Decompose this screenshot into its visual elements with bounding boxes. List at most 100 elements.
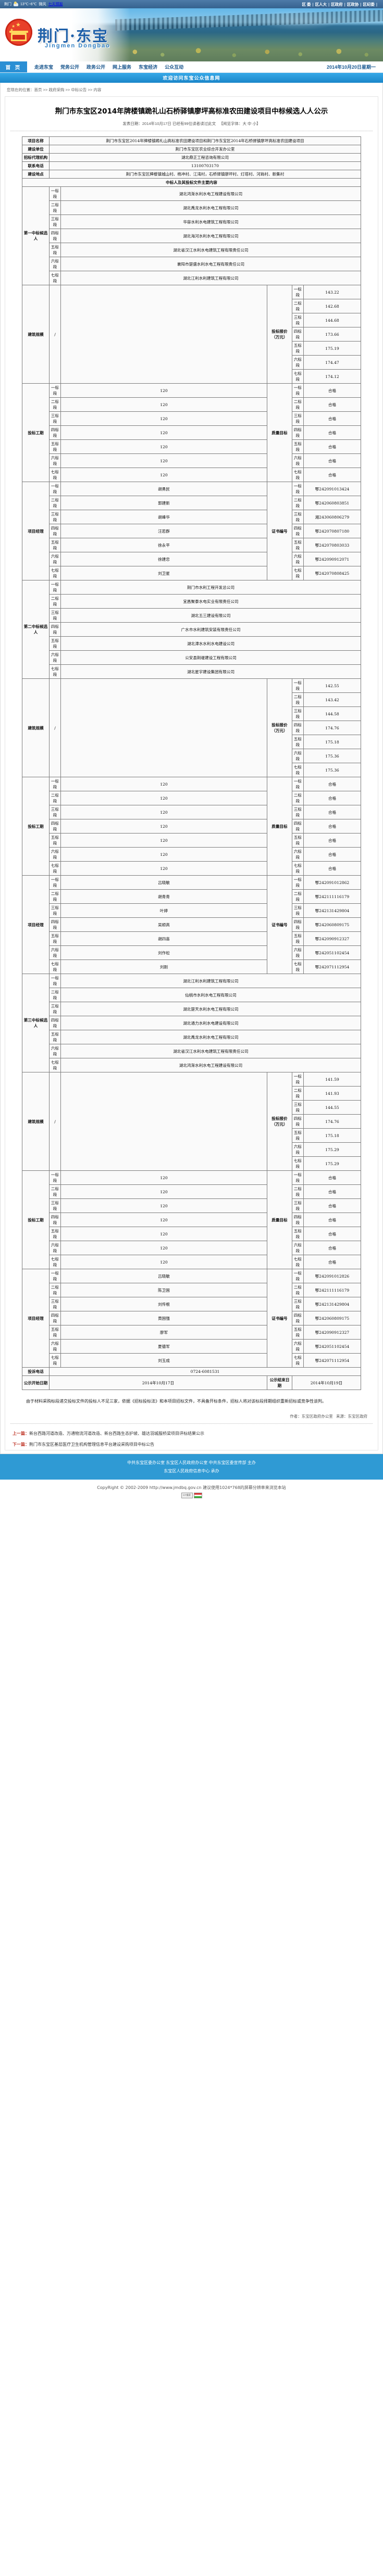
link-district-government[interactable]: 区政府 <box>331 2 343 7</box>
nav-item-online-service[interactable]: 网上服务 <box>113 65 132 70</box>
prev-article-link[interactable]: 新台西路河道改造、万通物流河道改造、新台西路生态护坡、雄达羽城服桥梁项目评标结果… <box>29 1431 204 1436</box>
font-size-control: 【阅览字体：大 中 小】 <box>219 121 260 126</box>
table-cell: 质量目标 <box>266 383 292 483</box>
segment-label: 二标段 <box>291 1086 304 1101</box>
font-size-small[interactable]: 小 <box>252 121 257 127</box>
table-cell: 175.18 <box>303 735 362 750</box>
table-cell: 鄂242090912327 <box>303 931 362 946</box>
segment-label: 四标段 <box>291 327 304 342</box>
publish-label: 发表日期： <box>122 121 142 127</box>
link-district-discipline[interactable]: 区纪委 <box>363 2 375 7</box>
next-article-link[interactable]: 荆门市东宝区基层医疗卫生机构管理信息平台建设采购项目中标公告 <box>29 1442 154 1447</box>
table-row: 建设地点 荆门市东宝区牌楼镇城山村、杨冲村、江湾村，石桥驿镇廖坪村、灯塔村、河埫村… <box>22 170 361 179</box>
link-district-npc[interactable]: 区人大 <box>315 2 327 7</box>
breadcrumb-item-procurement[interactable]: 政府采购 <box>48 87 65 92</box>
table-row: 四标段 120 四标段 合格 <box>22 819 362 834</box>
cloud-icon <box>14 1 18 6</box>
table-cell: 投标工期 <box>22 383 50 483</box>
table-row: 四标段 173.66 <box>22 327 362 342</box>
table-cell: 徐永平 <box>60 538 267 553</box>
table-row: 六标段 徐建忠 六标段 鄂242090912071 <box>22 552 362 567</box>
link-district-cppcc[interactable]: 区政协 <box>347 2 359 7</box>
segment-label: 一标段 <box>49 186 61 201</box>
table-row: 项目名称 荆门市东宝区2014年牌楼镇跪礼山高标准农田建设项目和荆门市东宝区201… <box>22 136 361 146</box>
table-cell: 175.18 <box>303 1128 362 1143</box>
segment-label: 三标段 <box>291 706 304 722</box>
table-cell: 项目经理 <box>22 1269 50 1368</box>
table-row: 四标段 广水市水利建筑安装有限责任公司 <box>22 622 361 637</box>
table-row: 四标段 湖北海河水利水电工程有限公司 <box>22 229 361 244</box>
segment-label: 一标段 <box>291 1269 304 1284</box>
segment-label: 一标段 <box>49 1269 61 1284</box>
table-row: 六标段 湖北省汉江水利水电建筑工程有限责任公司 <box>22 1044 361 1059</box>
table-cell: 仙桃市水利水电工程有限公司 <box>60 988 361 1003</box>
segment-label: 四标段 <box>49 229 61 244</box>
segment-label: 七标段 <box>291 959 304 975</box>
table-cell: 胡四喜 <box>60 931 267 946</box>
footer-note: 由于材料采购标段递交投标文件的投标人不足三家，依据《招标投标法》和本项目招标文件… <box>26 1399 326 1404</box>
icp-badge[interactable]: ICP备案 <box>181 1492 193 1498</box>
table-cell: 投诉电话 <box>22 1367 50 1377</box>
table-cell: 175.19 <box>303 341 362 356</box>
nav-item-party-affairs[interactable]: 党务公开 <box>60 65 80 70</box>
document-meta: 发表日期：2014年10月17日 已经有99位读者读过此文 【阅览字体：大 中 … <box>10 121 373 131</box>
table-row: 二标段 湖北禹龙水利水电工程有限公司 <box>22 200 361 216</box>
police-badge-icon[interactable] <box>193 1492 202 1498</box>
segment-label: 一标段 <box>49 482 61 497</box>
font-size-large[interactable]: 大 <box>242 121 246 127</box>
table-cell: 鄂242131429804 <box>303 1297 362 1312</box>
table-cell: 鄂242091012862 <box>303 875 362 890</box>
table-row: 五标段 徐永平 五标段 鄂242070803033 <box>22 538 362 553</box>
table-cell: 174.76 <box>303 721 362 736</box>
nav-item-about[interactable]: 走进东宝 <box>34 65 54 70</box>
segment-label: 三标段 <box>291 313 304 328</box>
table-cell: 湖北楚天水利水电工程有限公司 <box>60 1002 361 1017</box>
segment-label: 四标段 <box>49 425 61 440</box>
table-row: 七标段 湖北鸿渐水利水电工程建设有限公司 <box>22 1058 361 1073</box>
segment-label: 三标段 <box>291 1297 304 1312</box>
nav-item-public-interaction[interactable]: 公众互动 <box>165 65 184 70</box>
table-row: 五标段 湖北禹龙水利水电工程有限公司 <box>22 1030 361 1045</box>
breadcrumb-item-home[interactable]: 首页 <box>34 87 42 92</box>
font-size-medium[interactable]: 中 <box>248 121 252 127</box>
source-line: 作者：东宝区政府办公室 来源：东宝区政府 <box>10 1408 373 1423</box>
segment-label: 二标段 <box>291 692 304 708</box>
seven-day-forecast-link[interactable]: 七天预报 <box>48 3 63 6</box>
segment-label: 二标段 <box>291 1283 304 1298</box>
table-cell: 120 <box>60 847 267 862</box>
nav-item-economy[interactable]: 东宝经济 <box>139 65 158 70</box>
wind-label: 微风 <box>39 3 46 6</box>
segment-label: 五标段 <box>291 439 304 454</box>
breadcrumb-item-bid-notice[interactable]: 中标公告 <box>71 87 87 92</box>
table-cell: 投标工期 <box>22 1170 50 1270</box>
table-cell: 湖北禹龙水利水电工程有限公司 <box>60 1030 361 1045</box>
table-row: 二标段 陈卫国 二标段 鄂242111116179 <box>22 1283 362 1298</box>
table-cell: 项目名称 <box>22 136 50 146</box>
segment-label: 四标段 <box>291 917 304 932</box>
segment-label: 五标段 <box>49 931 61 946</box>
nav-item-gov-affairs[interactable]: 政务公开 <box>87 65 106 70</box>
nav-item-home[interactable]: 首 页 <box>0 61 27 72</box>
segment-label: 三标段 <box>49 411 61 426</box>
table-cell: 建筑规模 <box>22 1072 50 1171</box>
table-row: 二标段 胡青青 二标段 鄂242111116179 <box>22 889 362 904</box>
link-district-party[interactable]: 区 委 <box>302 2 311 7</box>
table-cell: 合格 <box>303 833 362 848</box>
table-row: 三标段 144.55 <box>22 1100 362 1115</box>
table-row: 七标段 湖北星宇建设集团有限公司 <box>22 664 361 679</box>
segment-label: 七标段 <box>49 959 61 975</box>
table-cell: 合格 <box>303 1170 362 1185</box>
segment-label: 六标段 <box>49 945 61 961</box>
table-cell: 陈卫国 <box>60 1283 267 1298</box>
table-cell: 证书编号 <box>266 875 292 975</box>
segment-label: 五标段 <box>291 1128 304 1143</box>
table-row: 六标段 120 六标段 合格 <box>22 453 362 469</box>
segment-label: 四标段 <box>49 917 61 932</box>
next-label: 下一篇： <box>13 1442 29 1447</box>
table-cell: / <box>49 678 61 778</box>
reader-count: 已经有99位读者读过此文 <box>172 121 216 127</box>
segment-label: 三标段 <box>291 411 304 426</box>
segment-label: 四标段 <box>291 524 304 539</box>
table-cell: 鄂242071112954 <box>303 959 362 975</box>
table-row: 项目经理 一标段 吕晓敏 证书编号 一标段 鄂242091012862 <box>22 875 362 975</box>
